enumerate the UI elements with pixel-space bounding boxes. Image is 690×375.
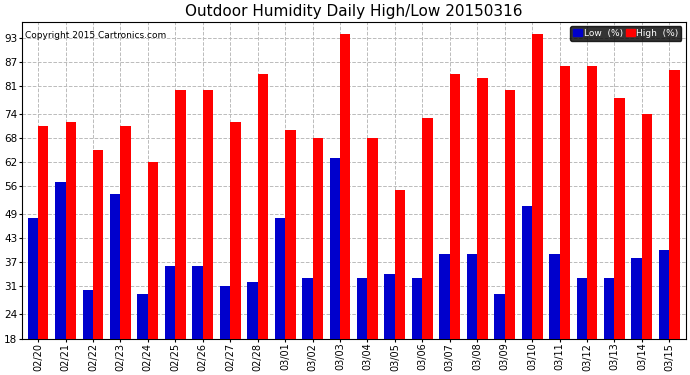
Bar	[120, 126, 131, 339]
Bar	[560, 66, 570, 339]
Bar	[384, 274, 395, 339]
Bar	[532, 34, 542, 339]
Bar	[642, 114, 652, 339]
Bar	[148, 162, 158, 339]
Bar	[193, 266, 203, 339]
Bar	[28, 218, 38, 339]
Bar	[313, 138, 323, 339]
Bar	[219, 286, 230, 339]
Bar	[203, 90, 213, 339]
Bar	[395, 190, 405, 339]
Bar	[577, 278, 587, 339]
Bar	[587, 66, 598, 339]
Bar	[340, 34, 351, 339]
Bar	[93, 150, 104, 339]
Bar	[522, 206, 532, 339]
Bar	[659, 251, 669, 339]
Bar	[257, 74, 268, 339]
Bar	[230, 122, 241, 339]
Bar	[494, 294, 504, 339]
Bar	[604, 278, 615, 339]
Bar	[55, 182, 66, 339]
Bar	[422, 118, 433, 339]
Bar	[368, 138, 378, 339]
Bar	[477, 78, 488, 339]
Bar	[669, 70, 680, 339]
Bar	[357, 278, 368, 339]
Bar	[450, 74, 460, 339]
Bar	[615, 98, 625, 339]
Bar	[302, 278, 313, 339]
Bar	[247, 282, 257, 339]
Bar	[549, 254, 560, 339]
Bar	[440, 254, 450, 339]
Legend: Low  (%), High  (%): Low (%), High (%)	[570, 26, 681, 40]
Bar	[631, 258, 642, 339]
Title: Outdoor Humidity Daily High/Low 20150316: Outdoor Humidity Daily High/Low 20150316	[185, 4, 522, 19]
Bar	[66, 122, 76, 339]
Bar	[467, 254, 477, 339]
Bar	[412, 278, 422, 339]
Bar	[330, 158, 340, 339]
Bar	[110, 194, 120, 339]
Text: Copyright 2015 Cartronics.com: Copyright 2015 Cartronics.com	[25, 31, 166, 40]
Bar	[175, 90, 186, 339]
Bar	[165, 266, 175, 339]
Bar	[504, 90, 515, 339]
Bar	[38, 126, 48, 339]
Bar	[275, 218, 285, 339]
Bar	[137, 294, 148, 339]
Bar	[285, 130, 295, 339]
Bar	[83, 290, 93, 339]
